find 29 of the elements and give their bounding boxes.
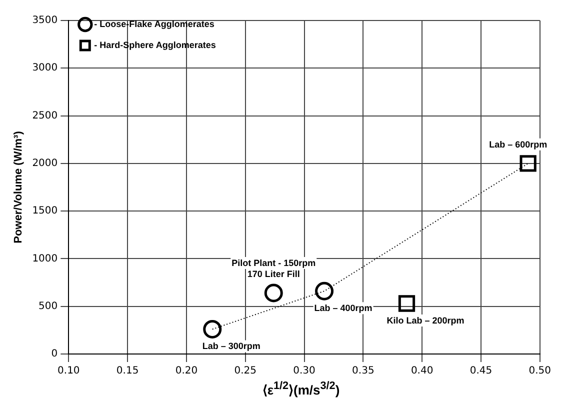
point bbox=[203, 320, 222, 338]
y-tick-label: 3500 bbox=[32, 15, 58, 26]
y-tick-label: 500 bbox=[38, 300, 58, 312]
y-tick-label: 2000 bbox=[32, 158, 58, 170]
annotation: Lab – 400rpm bbox=[314, 303, 372, 314]
x-tick-label: 0.20 bbox=[175, 366, 198, 377]
x-tick-label: 0.25 bbox=[234, 366, 256, 377]
point bbox=[264, 284, 283, 302]
y-tick-label: 1500 bbox=[32, 206, 58, 217]
point bbox=[520, 155, 536, 172]
y-tick-label: 2500 bbox=[32, 110, 58, 122]
y-tick-label: 0 bbox=[51, 348, 58, 360]
x-tick-label: 0.45 bbox=[470, 366, 492, 377]
x-tick-label: 0.10 bbox=[58, 366, 80, 377]
x-tick-label: 0.30 bbox=[293, 366, 316, 377]
x-axis-title: ⟨ε$^{1/2}$⟩(m/s$^{3/2}$) bbox=[261, 380, 341, 398]
y-tick-label: 3000 bbox=[32, 62, 58, 74]
x-tick-label: 0.40 bbox=[410, 366, 434, 377]
point bbox=[315, 282, 334, 300]
annotation: Pilot Plant - 150rpm 170 Liter Fill bbox=[232, 258, 316, 280]
annotation: Lab – 300rpm bbox=[202, 341, 260, 352]
point bbox=[398, 295, 416, 312]
annotation: Lab – 600rpm bbox=[489, 139, 548, 150]
annotation: Kilo Lab – 200rpm bbox=[386, 316, 464, 326]
x-tick-label: 0.15 bbox=[116, 366, 139, 377]
y-axis-title: Power/Volume (W/m³) bbox=[12, 130, 25, 244]
x-tick-label: 0.35 bbox=[352, 366, 374, 377]
y-tick-label: 1000 bbox=[32, 253, 58, 264]
x-tick-label: 0.50 bbox=[528, 366, 551, 377]
